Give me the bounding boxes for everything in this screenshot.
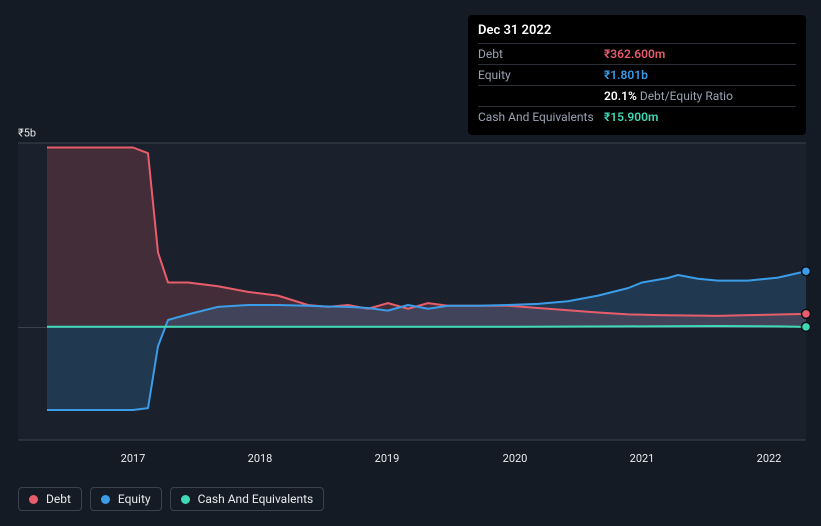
legend-item-debt[interactable]: Debt	[18, 487, 82, 511]
legend-item-cash[interactable]: Cash And Equivalents	[170, 487, 325, 511]
tooltip-label	[478, 89, 604, 103]
tooltip-date: Dec 31 2022	[478, 21, 796, 43]
tooltip-value: ₹15.900m	[604, 110, 658, 124]
tooltip-row: Equity₹1.801b	[478, 64, 796, 85]
legend: Debt Equity Cash And Equivalents	[18, 487, 324, 511]
series-end-dot	[802, 267, 811, 276]
legend-dot	[181, 495, 190, 504]
legend-dot	[29, 495, 38, 504]
series-line	[47, 326, 806, 327]
series-end-dot	[802, 309, 811, 318]
x-tick-label: 2021	[630, 452, 655, 465]
tooltip-label: Equity	[478, 68, 604, 82]
y-tick-top: ₹5b	[18, 127, 36, 140]
tooltip-value: ₹1.801b	[604, 68, 648, 82]
legend-dot	[101, 495, 110, 504]
series-end-dot	[802, 322, 811, 331]
tooltip-value: ₹362.600m	[604, 47, 665, 61]
legend-label: Cash And Equivalents	[198, 492, 314, 506]
tooltip-box: Dec 31 2022 Debt₹362.600mEquity₹1.801b20…	[468, 15, 806, 135]
tooltip-label: Debt	[478, 47, 604, 61]
tooltip-row: Debt₹362.600m	[478, 43, 796, 64]
x-tick-label: 2022	[757, 452, 782, 465]
x-tick-label: 2017	[121, 452, 146, 465]
x-tick-label: 2018	[248, 452, 273, 465]
x-tick-label: 2019	[375, 452, 400, 465]
tooltip-label: Cash And Equivalents	[478, 110, 604, 124]
tooltip-value: 20.1% Debt/Equity Ratio	[604, 89, 733, 103]
legend-label: Equity	[118, 492, 151, 506]
legend-item-equity[interactable]: Equity	[90, 487, 162, 511]
legend-label: Debt	[46, 492, 71, 506]
tooltip-suffix: Debt/Equity Ratio	[637, 89, 733, 103]
plot-svg[interactable]	[18, 140, 806, 440]
tooltip-row: 20.1% Debt/Equity Ratio	[478, 85, 796, 106]
x-tick-label: 2020	[503, 452, 528, 465]
chart-area: ₹5b ₹0 -₹3b 201720182019202020212022	[18, 125, 806, 445]
tooltip-row: Cash And Equivalents₹15.900m	[478, 106, 796, 127]
